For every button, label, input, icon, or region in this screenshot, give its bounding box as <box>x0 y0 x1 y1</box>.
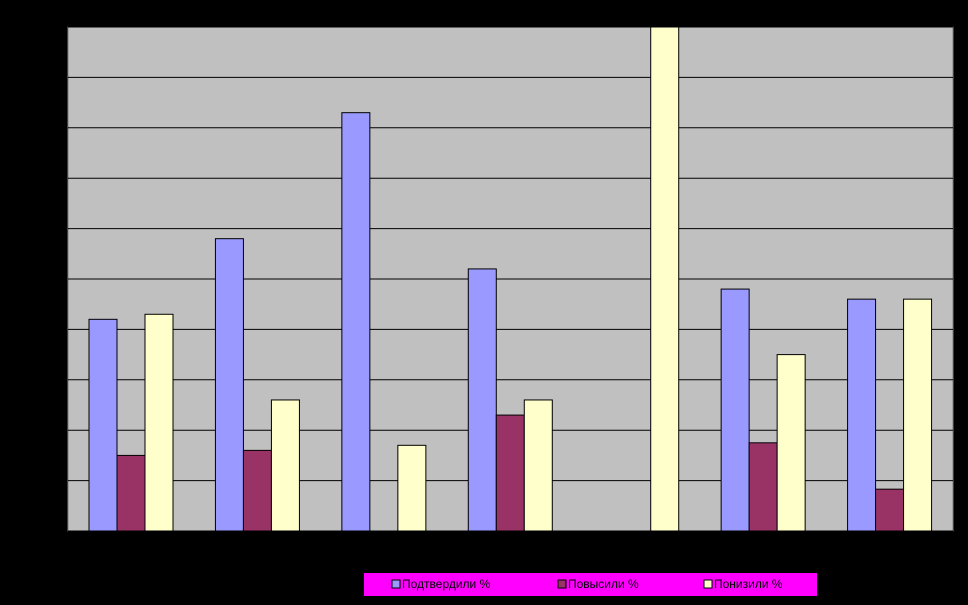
legend-swatch <box>703 579 713 589</box>
bar <box>495 414 525 532</box>
y-tick-label: 0 <box>53 523 60 537</box>
legend <box>364 573 817 596</box>
y-tick-label: 90 <box>47 70 61 84</box>
bar <box>144 313 174 532</box>
legend-label: Повысили % <box>568 577 639 591</box>
y-tick-label: 40 <box>47 322 61 336</box>
bar <box>397 444 427 532</box>
y-tick-label: 60 <box>47 221 61 235</box>
legend-label: Подтвердили % <box>402 577 491 591</box>
legend-label: Понизили % <box>714 577 783 591</box>
bar <box>523 399 553 532</box>
bar <box>903 298 933 532</box>
bar <box>467 268 497 532</box>
bar <box>242 449 272 532</box>
bar <box>214 238 244 532</box>
bar <box>776 354 806 532</box>
bar <box>650 26 680 532</box>
y-tick-label: 50 <box>47 271 61 285</box>
y-tick-label: 10 <box>47 473 61 487</box>
legend-swatch <box>557 579 567 589</box>
y-tick-label: 80 <box>47 120 61 134</box>
bar <box>88 318 118 532</box>
y-tick-label: 100 <box>40 19 60 33</box>
bar <box>847 298 877 532</box>
bar <box>720 288 750 532</box>
y-tick-label: 70 <box>47 170 61 184</box>
y-tick-label: 20 <box>47 422 61 436</box>
legend-swatch <box>391 579 401 589</box>
bar <box>748 442 778 532</box>
y-tick-label: 30 <box>47 372 61 386</box>
bar <box>270 399 300 532</box>
bar <box>341 112 371 532</box>
bar <box>116 454 146 532</box>
bar <box>875 488 905 532</box>
